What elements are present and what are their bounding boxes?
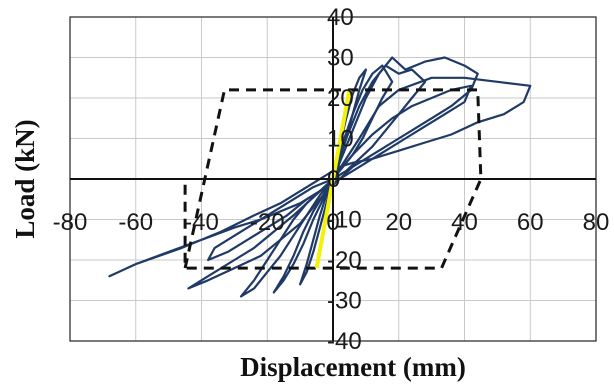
- y-tick-label: -20: [327, 247, 362, 274]
- x-axis-title: Displacement (mm): [240, 352, 466, 382]
- tick-labels: -80 -60 -40 -20 0 20 40 60 80-40-30-20-100102030…: [53, 4, 610, 355]
- y-tick-label: 0: [327, 166, 340, 193]
- x-tick-label: 0: [326, 209, 339, 236]
- x-tick-label: -60: [118, 209, 153, 236]
- x-tick-label: 40: [451, 209, 478, 236]
- y-axis-title: Load (kN): [10, 119, 40, 238]
- x-tick-label: 20: [385, 209, 412, 236]
- y-tick-label: 40: [327, 4, 354, 31]
- x-tick-label: 80: [583, 209, 610, 236]
- y-tick-label: -40: [327, 328, 362, 355]
- y-tick-label: 20: [327, 85, 354, 112]
- envelope-dashed-line: [183, 88, 483, 270]
- y-tick-label: -10: [327, 207, 362, 234]
- zero-axes: [70, 17, 596, 341]
- series-layer: [108, 56, 532, 298]
- hysteresis-loop: [207, 84, 473, 262]
- y-tick-label: 30: [327, 45, 354, 72]
- y-tick-label: -30: [327, 288, 362, 315]
- x-tick-label: -20: [250, 209, 285, 236]
- x-tick-label: -80: [53, 209, 88, 236]
- x-tick-label: -40: [184, 209, 219, 236]
- y-tick-label: 10: [327, 126, 354, 153]
- hysteresis-loop: [187, 56, 479, 290]
- x-tick-label: 60: [517, 209, 544, 236]
